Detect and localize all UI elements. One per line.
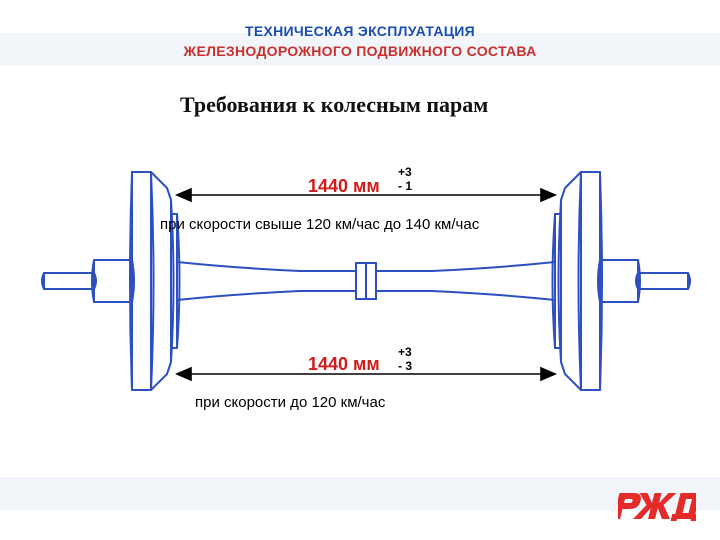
dimension-bottom-value: 1440 мм xyxy=(308,354,380,375)
dimension-top-caption: при скорости свыше 120 км/час до 140 км/… xyxy=(160,216,479,233)
tol-plus: +3 xyxy=(398,345,412,359)
dimension-top-tolerance: +3 - 1 xyxy=(398,165,412,193)
wheelset-diagram: 1440 мм +3 - 1 при скорости свыше 120 км… xyxy=(0,140,720,460)
header-line-1: ТЕХНИЧЕСКАЯ ЭКСПЛУАТАЦИЯ xyxy=(0,23,720,39)
tol-minus: - 1 xyxy=(398,179,412,193)
page: ТЕХНИЧЕСКАЯ ЭКСПЛУАТАЦИЯ ЖЕЛЕЗНОДОРОЖНОГ… xyxy=(0,0,720,540)
tol-plus: +3 xyxy=(398,165,412,179)
section-title: Требования к колесным парам xyxy=(180,92,488,118)
header-line-2: ЖЕЛЕЗНОДОРОЖНОГО ПОДВИЖНОГО СОСТАВА xyxy=(0,43,720,59)
dimension-top-value: 1440 мм xyxy=(308,176,380,197)
dimension-bottom-tolerance: +3 - 3 xyxy=(398,345,412,373)
bottom-band xyxy=(0,477,720,510)
dimension-bottom-caption: при скорости до 120 км/час xyxy=(195,394,385,411)
tol-minus: - 3 xyxy=(398,359,412,373)
rzd-logo-icon xyxy=(618,491,696,526)
